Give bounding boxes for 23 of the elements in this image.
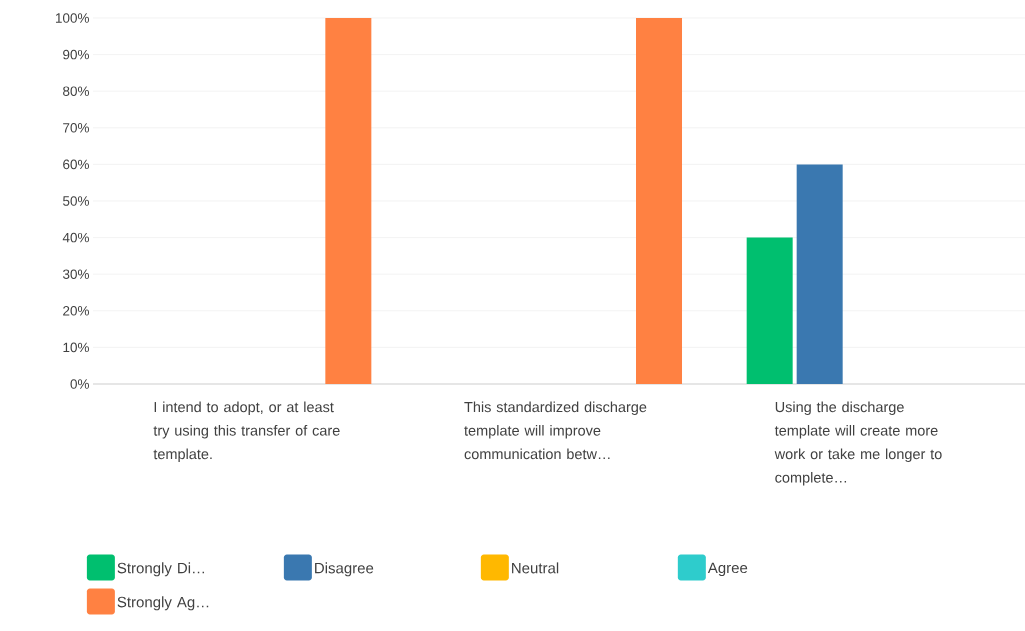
y-tick-label: 90% (63, 49, 89, 60)
x-tick-label: Using the discharge template will create more work or take me longer to complete… (774, 401, 942, 486)
bar (746, 237, 793, 384)
x-tick-label: This standardized discharge template will improve communication betw… (464, 401, 647, 460)
legend-label: Neutral (512, 562, 559, 574)
y-tick-label: 40% (62, 232, 89, 243)
y-tick-label: 50% (63, 196, 89, 206)
x-tick-label: I intend to adopt, or at least try using this transfer of care template. (153, 401, 340, 463)
bar (636, 18, 683, 384)
legend-label: Strongly Di… (117, 562, 205, 577)
bar (796, 164, 843, 384)
y-tick-label: 80% (63, 86, 89, 96)
bar (325, 18, 372, 384)
y-tick-label: 70% (63, 123, 89, 133)
legend-label: Strongly Ag… (117, 596, 209, 611)
y-tick-label: 10% (63, 342, 89, 353)
y-tick-label: 100% (55, 13, 89, 23)
y-tick-label: 20% (63, 306, 89, 316)
y-tick-label: 0% (70, 379, 89, 389)
legend-label: Disagree (315, 562, 374, 577)
legend-label: Agree (707, 562, 748, 577)
y-tick-label: 60% (63, 159, 89, 170)
y-tick-label: 30% (62, 269, 89, 279)
